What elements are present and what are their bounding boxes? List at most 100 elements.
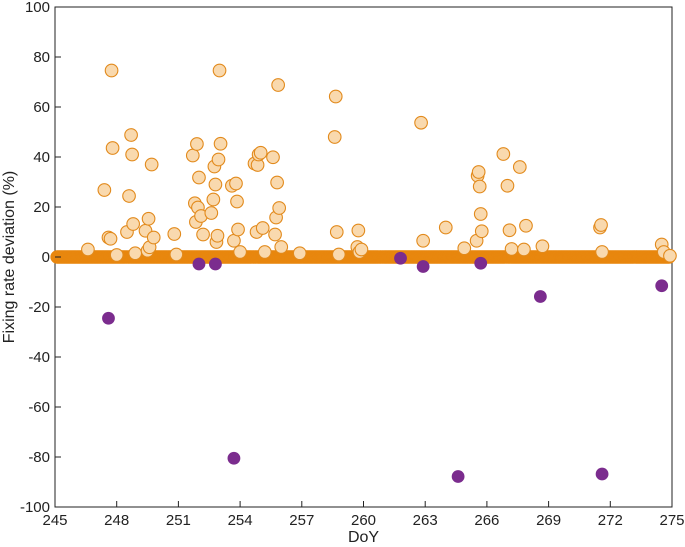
positive-point xyxy=(351,223,366,238)
positive-point xyxy=(663,248,677,263)
positive-point xyxy=(474,224,489,239)
y-tick-label: -60 xyxy=(28,399,50,416)
positive-point xyxy=(328,89,343,104)
positive-point xyxy=(211,152,226,167)
positive-point xyxy=(103,231,118,246)
positive-point xyxy=(502,223,517,238)
y-tick-label: 20 xyxy=(33,199,50,216)
positive-point xyxy=(206,192,221,207)
positive-point xyxy=(208,177,223,192)
positive-point xyxy=(268,227,282,242)
positive-point xyxy=(500,178,515,193)
x-tick-label: 260 xyxy=(351,512,376,529)
axis-layer: 245 248 251 254 257 260 263 266 269 272 275 -100 -80… xyxy=(20,0,685,529)
positive-point xyxy=(109,248,124,262)
positive-point xyxy=(272,201,287,215)
x-axis-title: DoY xyxy=(348,529,379,546)
positive-point xyxy=(229,176,243,191)
negative-point xyxy=(416,260,430,273)
positive-point xyxy=(329,225,344,239)
positive-point xyxy=(416,233,430,248)
x-tick-label: 254 xyxy=(228,512,253,529)
positive-point xyxy=(128,246,143,261)
positive-point xyxy=(144,157,159,172)
positive-point xyxy=(253,145,268,160)
positive-point xyxy=(255,221,270,235)
positive-point xyxy=(271,78,285,92)
series-negative-deviation xyxy=(102,251,669,483)
plot-area: 245 248 251 254 257 260 263 266 269 272 275 -100 -80… xyxy=(20,0,685,529)
x-tick-label: 245 xyxy=(42,512,67,529)
positive-point xyxy=(169,247,184,262)
positive-point xyxy=(124,128,138,142)
positive-point xyxy=(266,150,280,165)
negative-point xyxy=(394,251,407,265)
x-tick-label: 251 xyxy=(166,512,191,529)
positive-point xyxy=(212,63,227,78)
y-axis-title: Fixing rate deviation (%) xyxy=(1,171,18,344)
y-tick-label: -20 xyxy=(28,299,50,316)
positive-point xyxy=(192,170,206,185)
x-tick-label: 275 xyxy=(659,512,684,529)
positive-point xyxy=(146,230,161,245)
y-tick-label: -100 xyxy=(20,499,50,516)
positive-point xyxy=(327,130,342,144)
positive-point xyxy=(517,242,531,257)
positive-point xyxy=(185,148,200,163)
negative-point xyxy=(474,256,488,270)
positive-point xyxy=(210,228,225,243)
negative-point xyxy=(209,257,222,271)
negative-point xyxy=(595,467,609,481)
positive-point xyxy=(594,218,608,232)
positive-point xyxy=(274,240,289,254)
x-tick-label: 266 xyxy=(474,512,499,529)
positive-point xyxy=(196,227,210,242)
positive-point xyxy=(595,245,609,259)
positive-point xyxy=(97,183,112,197)
positive-point xyxy=(414,115,428,130)
x-tick-label: 272 xyxy=(598,512,623,529)
positive-point xyxy=(105,141,120,155)
negative-point xyxy=(655,279,669,293)
x-tick-label: 269 xyxy=(536,512,561,529)
positive-point xyxy=(496,147,511,161)
positive-point xyxy=(471,165,486,179)
negative-point xyxy=(102,311,115,325)
positive-point xyxy=(519,218,533,233)
positive-point xyxy=(233,245,247,259)
x-tick-label: 248 xyxy=(104,512,129,529)
y-tick-label: 40 xyxy=(33,149,50,166)
positive-point xyxy=(126,217,141,231)
x-tick-label: 263 xyxy=(413,512,438,529)
y-tick-label: 0 xyxy=(42,249,50,266)
positive-point xyxy=(204,206,219,220)
positive-point xyxy=(231,222,245,237)
positive-point xyxy=(81,242,95,257)
positive-point xyxy=(125,147,139,162)
y-tick-label: -40 xyxy=(28,349,50,366)
positive-point xyxy=(504,242,519,256)
y-tick-label: 100 xyxy=(25,0,50,16)
positive-point xyxy=(354,242,369,257)
positive-point xyxy=(472,179,487,194)
positive-point xyxy=(213,136,228,151)
positive-point xyxy=(122,189,136,203)
negative-point xyxy=(451,470,465,483)
positive-point xyxy=(190,137,204,151)
points-layer xyxy=(50,63,677,483)
positive-point xyxy=(473,207,488,221)
positive-point xyxy=(512,160,527,174)
positive-point xyxy=(104,63,119,78)
y-tick-label: 80 xyxy=(33,49,50,66)
negative-point xyxy=(192,257,206,271)
positive-point xyxy=(535,239,550,254)
negative-point xyxy=(227,451,241,465)
positive-point xyxy=(230,194,244,209)
x-tick-label: 257 xyxy=(289,512,314,529)
series-positive-deviation xyxy=(81,63,677,263)
positive-point xyxy=(270,175,284,190)
y-tick-label: 60 xyxy=(33,99,50,116)
positive-point xyxy=(331,247,346,262)
positive-point xyxy=(438,220,453,235)
